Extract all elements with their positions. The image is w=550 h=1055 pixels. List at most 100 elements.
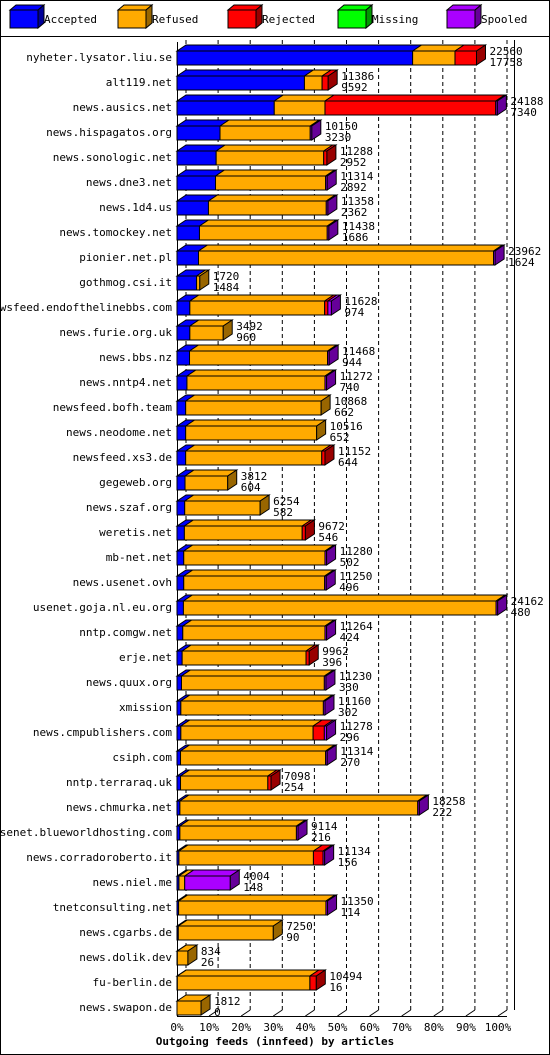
- accepted-label: 2952: [340, 156, 367, 169]
- x-tick-label: 0%: [170, 1021, 184, 1034]
- x-tick-label: 90%: [456, 1021, 476, 1034]
- bar: [176, 975, 311, 991]
- y-tick-label: newsfeed.xs3.de: [73, 451, 172, 464]
- x-tick-label: 60%: [360, 1021, 380, 1034]
- y-tick-label: news.cgarbs.de: [79, 926, 172, 939]
- legend-label: Spooled: [481, 13, 527, 26]
- bar: [454, 50, 477, 66]
- bar-side: [227, 469, 238, 491]
- total-label: 22560: [489, 45, 522, 58]
- bar-top: [197, 219, 338, 227]
- bar-top: [179, 694, 335, 702]
- bar: [176, 400, 187, 416]
- total-label: 11278: [340, 720, 373, 733]
- bar: [178, 850, 314, 866]
- total-label: 1812: [214, 995, 241, 1008]
- bar: [176, 500, 186, 516]
- accepted-label: 1624: [508, 256, 535, 269]
- bar-top: [213, 169, 337, 177]
- bar-top: [178, 794, 429, 802]
- bar: [176, 575, 185, 591]
- bar: [273, 100, 326, 116]
- bar-side: [187, 944, 198, 966]
- y-tick-label: weretis.net: [99, 526, 172, 539]
- x-tick-label: 80%: [424, 1021, 444, 1034]
- bar: [176, 150, 217, 166]
- y-tick-label: nntp.terraraq.uk: [66, 776, 172, 789]
- bar: [184, 875, 231, 891]
- total-label: 11288: [340, 145, 373, 158]
- bar: [176, 525, 185, 541]
- total-label: 24188: [510, 95, 543, 108]
- total-label: 11314: [340, 170, 373, 183]
- bar: [324, 100, 497, 116]
- legend-label: Rejected: [262, 13, 315, 26]
- bar-top: [185, 369, 336, 377]
- y-tick-label: newsfeed.endofthelinebbs.com: [0, 301, 172, 314]
- bar-top: [176, 919, 284, 927]
- total-label: 11350: [341, 895, 374, 908]
- bar: [185, 425, 318, 441]
- y-tick-label: usenet.goja.nl.eu.org: [33, 601, 172, 614]
- accepted-label: 604: [241, 481, 261, 494]
- bar: [179, 825, 297, 841]
- bar-side: [297, 819, 308, 841]
- total-label: 10868: [334, 395, 367, 408]
- accepted-label: 16: [329, 981, 342, 994]
- bar-top: [206, 194, 337, 202]
- bar-top: [179, 669, 335, 677]
- bar: [176, 100, 275, 116]
- bar: [184, 500, 261, 516]
- legend-swatch: [337, 9, 367, 29]
- bar-top: [181, 619, 336, 627]
- bar-side: [494, 244, 505, 266]
- bar: [176, 425, 187, 441]
- bar-side: [326, 744, 337, 766]
- bar: [185, 400, 322, 416]
- accepted-label: 502: [340, 556, 360, 569]
- bar: [185, 450, 323, 466]
- x-tick: [369, 1009, 379, 1017]
- total-label: 9114: [311, 820, 338, 833]
- y-tick-label: newsfeed.bofh.team: [53, 401, 173, 414]
- total-label: 3492: [236, 320, 263, 333]
- x-tick-label: 10%: [199, 1021, 219, 1034]
- accepted-label: 424: [340, 631, 360, 644]
- bar-side: [328, 219, 339, 241]
- bar-top: [184, 444, 333, 452]
- legend-swatch: [446, 9, 476, 29]
- x-tick: [305, 1009, 315, 1017]
- bar: [183, 525, 303, 541]
- bar-side: [308, 644, 319, 666]
- bar: [180, 750, 327, 766]
- bar: [176, 275, 198, 291]
- bar: [176, 650, 183, 666]
- total-label: 834: [201, 945, 221, 958]
- total-label: 10516: [330, 420, 363, 433]
- x-tick-label: 100%: [485, 1021, 512, 1034]
- y-tick-label: news.ausics.net: [73, 101, 172, 114]
- accepted-label: 2892: [340, 181, 367, 194]
- y-tick-label: news.1d4.us: [99, 201, 172, 214]
- total-label: 11272: [340, 370, 373, 383]
- bar: [176, 50, 414, 66]
- bar-side: [229, 869, 240, 891]
- bar: [176, 950, 189, 966]
- bar-top: [323, 94, 507, 102]
- y-tick-label: nntp.comgw.net: [79, 626, 172, 639]
- accepted-label: 296: [340, 731, 360, 744]
- bar: [176, 225, 200, 241]
- bar: [180, 675, 325, 691]
- x-tick-label: 40%: [295, 1021, 315, 1034]
- legend-swatch: [117, 9, 147, 29]
- bar-side: [327, 69, 338, 91]
- total-label: 9962: [322, 645, 349, 658]
- accepted-label: 156: [338, 856, 358, 869]
- total-label: 4004: [243, 870, 270, 883]
- y-tick-label: gegeweb.org: [99, 476, 172, 489]
- y-tick-label: xmission: [119, 701, 172, 714]
- bar-top: [182, 569, 336, 577]
- y-tick-label: news.dolik.dev: [79, 951, 172, 964]
- y-tick-label: news.nntp4.net: [79, 376, 172, 389]
- total-label: 1720: [213, 270, 240, 283]
